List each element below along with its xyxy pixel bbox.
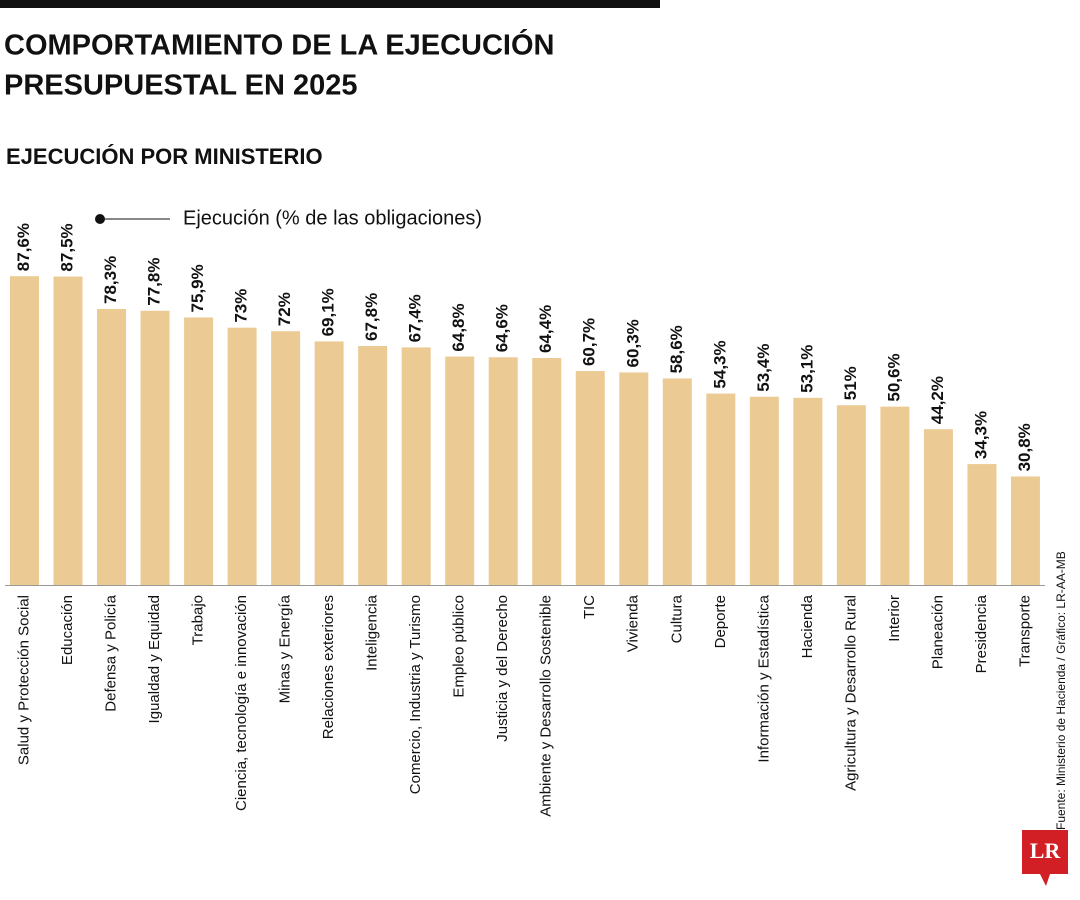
value-label: 67,4% [406, 294, 425, 342]
bar [271, 331, 301, 585]
value-label: 54,3% [710, 340, 729, 388]
value-label: 60,3% [623, 319, 642, 367]
bar [619, 372, 649, 585]
bar [10, 276, 39, 585]
x-tick-label: Hacienda [799, 594, 816, 658]
x-tick-label: Cultura [668, 594, 685, 643]
bar [358, 346, 388, 585]
bar [227, 327, 257, 585]
logo-badge [1022, 830, 1068, 886]
chart-subtitle: EJECUCIÓN POR MINISTERIO [6, 144, 323, 169]
logo: LR [1022, 830, 1068, 886]
value-label: 87,5% [58, 223, 77, 271]
value-label: 53,1% [797, 345, 816, 393]
value-label: 60,7% [580, 318, 599, 366]
bar [314, 341, 344, 585]
x-tick-label: Justicia y del Derecho [494, 595, 511, 742]
top-rule [0, 0, 660, 8]
bar [967, 464, 997, 585]
bar [488, 357, 518, 585]
bar [880, 406, 910, 585]
bar [706, 393, 736, 585]
x-tick-label: Interior [886, 595, 903, 642]
bar [184, 317, 214, 585]
x-tick-label: Planeación [929, 595, 946, 669]
value-label: 64,4% [536, 305, 555, 353]
bar [793, 397, 823, 585]
bar [401, 347, 431, 585]
bar [662, 378, 692, 585]
x-tick-label: Comercio, Industria y Turismo [407, 595, 424, 794]
x-tick-label: Relaciones exteriores [320, 595, 337, 739]
value-label: 58,6% [667, 325, 686, 373]
value-label: 67,8% [362, 293, 381, 341]
value-label: 77,8% [145, 258, 164, 306]
x-tick-label: Defensa y Policía [103, 594, 120, 711]
bar [53, 276, 83, 585]
x-tick-label: Presidencia [973, 594, 990, 673]
bar [575, 371, 605, 585]
bar [140, 310, 170, 585]
x-tick-label: Deporte [712, 595, 729, 648]
value-label: 78,3% [101, 256, 120, 304]
logo-text: LR [1030, 838, 1062, 863]
bar [923, 429, 953, 585]
chart-title: COMPORTAMIENTO DE LA EJECUCIÓN [4, 28, 555, 62]
bar [836, 405, 866, 585]
bar [532, 357, 562, 585]
value-label: 34,3% [971, 411, 990, 459]
x-tick-label: Salud y Protección Social [15, 595, 32, 765]
bar [749, 396, 779, 585]
value-label: 53,4% [754, 344, 773, 392]
bar [445, 356, 475, 585]
bar [97, 308, 127, 585]
x-tick-label: Empleo público [451, 595, 468, 698]
value-label: 50,6% [884, 353, 903, 401]
value-label: 69,1% [319, 288, 338, 336]
value-label: 75,9% [188, 264, 207, 312]
x-tick-label: Transporte [1016, 595, 1033, 667]
x-tick-label: Ambiente y Desarrollo Sostenible [538, 595, 555, 817]
x-tick-label: Ciencia, tecnología e innovación [233, 595, 250, 811]
x-tick-label: Trabajo [190, 595, 207, 645]
x-tick-label: Inteligencia [364, 594, 381, 671]
x-tick-label: Información y Estadística [755, 594, 772, 762]
source: Fuente: Ministerio de Hacienda / Gráfico… [1054, 551, 1068, 830]
value-label: 51% [841, 366, 860, 400]
x-tick-label: Educación [59, 595, 76, 665]
x-tick-label: Minas y Energía [277, 594, 294, 703]
value-label: 87,6% [14, 223, 33, 271]
x-tick-label: TIC [581, 595, 598, 619]
value-label: 64,6% [493, 304, 512, 352]
x-tick-label: Agricultura y Desarrollo Rural [842, 595, 859, 791]
chart-title: PRESUPUESTAL EN 2025 [4, 70, 358, 102]
value-label: 73% [232, 289, 251, 323]
value-label: 64,8% [449, 303, 468, 351]
value-label: 30,8% [1015, 423, 1034, 471]
x-tick-label: Vivienda [625, 594, 642, 652]
bar [1010, 476, 1040, 585]
legend-label: Ejecución (% de las obligaciones) [183, 207, 482, 229]
value-label: 72% [275, 292, 294, 326]
value-label: 44,2% [928, 376, 947, 424]
x-tick-label: Igualdad y Equidad [146, 595, 163, 723]
